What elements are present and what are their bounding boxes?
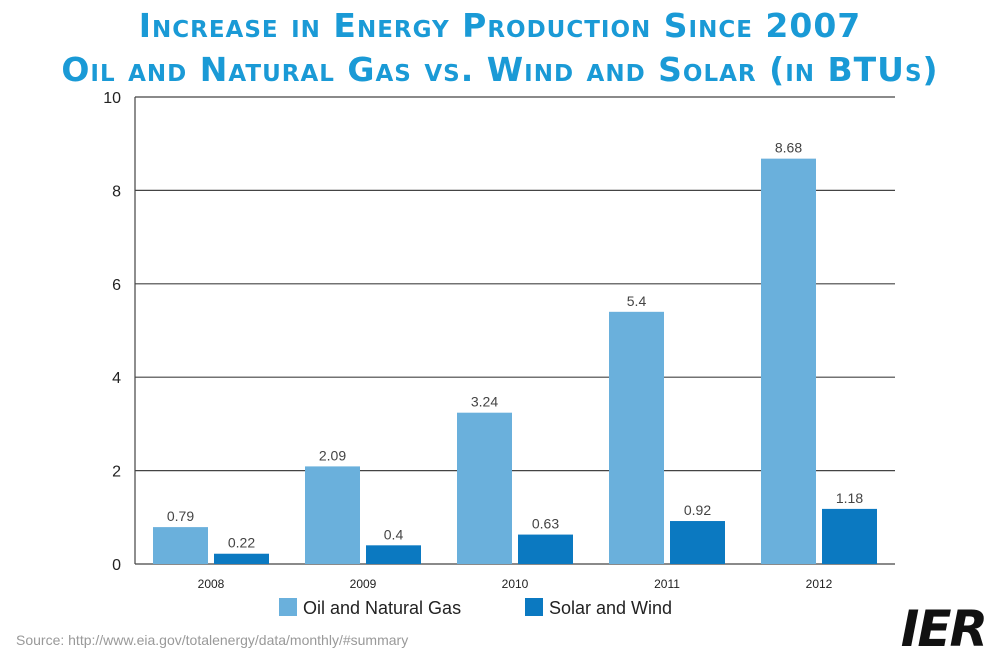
bar-oil-gas-2009 — [305, 466, 360, 564]
x-tick-label: 2012 — [806, 577, 833, 591]
bar-solar-wind-2008 — [214, 553, 269, 564]
legend-oil-gas-swatch — [279, 598, 297, 616]
data-label: 0.63 — [532, 516, 559, 532]
bar-solar-wind-2012 — [822, 508, 877, 564]
y-tick-label: 2 — [112, 464, 121, 481]
data-label: 2.09 — [319, 447, 346, 463]
y-tick-label: 4 — [112, 370, 121, 387]
bar-solar-wind-2009 — [366, 545, 421, 564]
y-tick-label: 10 — [103, 90, 121, 107]
data-label: 1.18 — [836, 490, 863, 506]
data-label: 0.92 — [684, 502, 711, 518]
bar-oil-gas-2010 — [457, 412, 512, 564]
bar-solar-wind-2011 — [670, 521, 725, 564]
x-tick-label: 2008 — [198, 577, 225, 591]
data-label: 0.79 — [167, 508, 194, 524]
x-tick-label: 2009 — [350, 577, 377, 591]
data-label: 8.68 — [775, 140, 802, 156]
data-label: 0.22 — [228, 535, 255, 551]
bar-oil-gas-2008 — [153, 527, 208, 564]
y-tick-label: 0 — [112, 557, 121, 574]
legend-oil-gas-label: Oil and Natural Gas — [303, 598, 461, 618]
bar-solar-wind-2010 — [518, 534, 573, 564]
x-tick-label: 2011 — [654, 577, 680, 591]
bar-oil-gas-2011 — [609, 311, 664, 564]
data-label: 5.4 — [627, 293, 647, 309]
x-tick-label: 2010 — [502, 577, 529, 591]
y-tick-label: 6 — [112, 277, 121, 294]
chart-title-line-1: Increase in Energy Production Since 2007 — [138, 6, 862, 45]
data-label: 0.4 — [384, 526, 404, 542]
ier-logo: IER — [900, 600, 988, 658]
legend-solar-wind-label: Solar and Wind — [549, 598, 672, 618]
legend-solar-wind-swatch — [525, 598, 543, 616]
bar-oil-gas-2012 — [761, 158, 816, 565]
data-label: 3.24 — [471, 394, 498, 410]
y-tick-label: 8 — [112, 183, 121, 200]
chart-title-line-2: Oil and Natural Gas vs. Wind and Solar (… — [61, 50, 939, 89]
source-note: Source: http://www.eia.gov/totalenergy/d… — [16, 632, 409, 648]
